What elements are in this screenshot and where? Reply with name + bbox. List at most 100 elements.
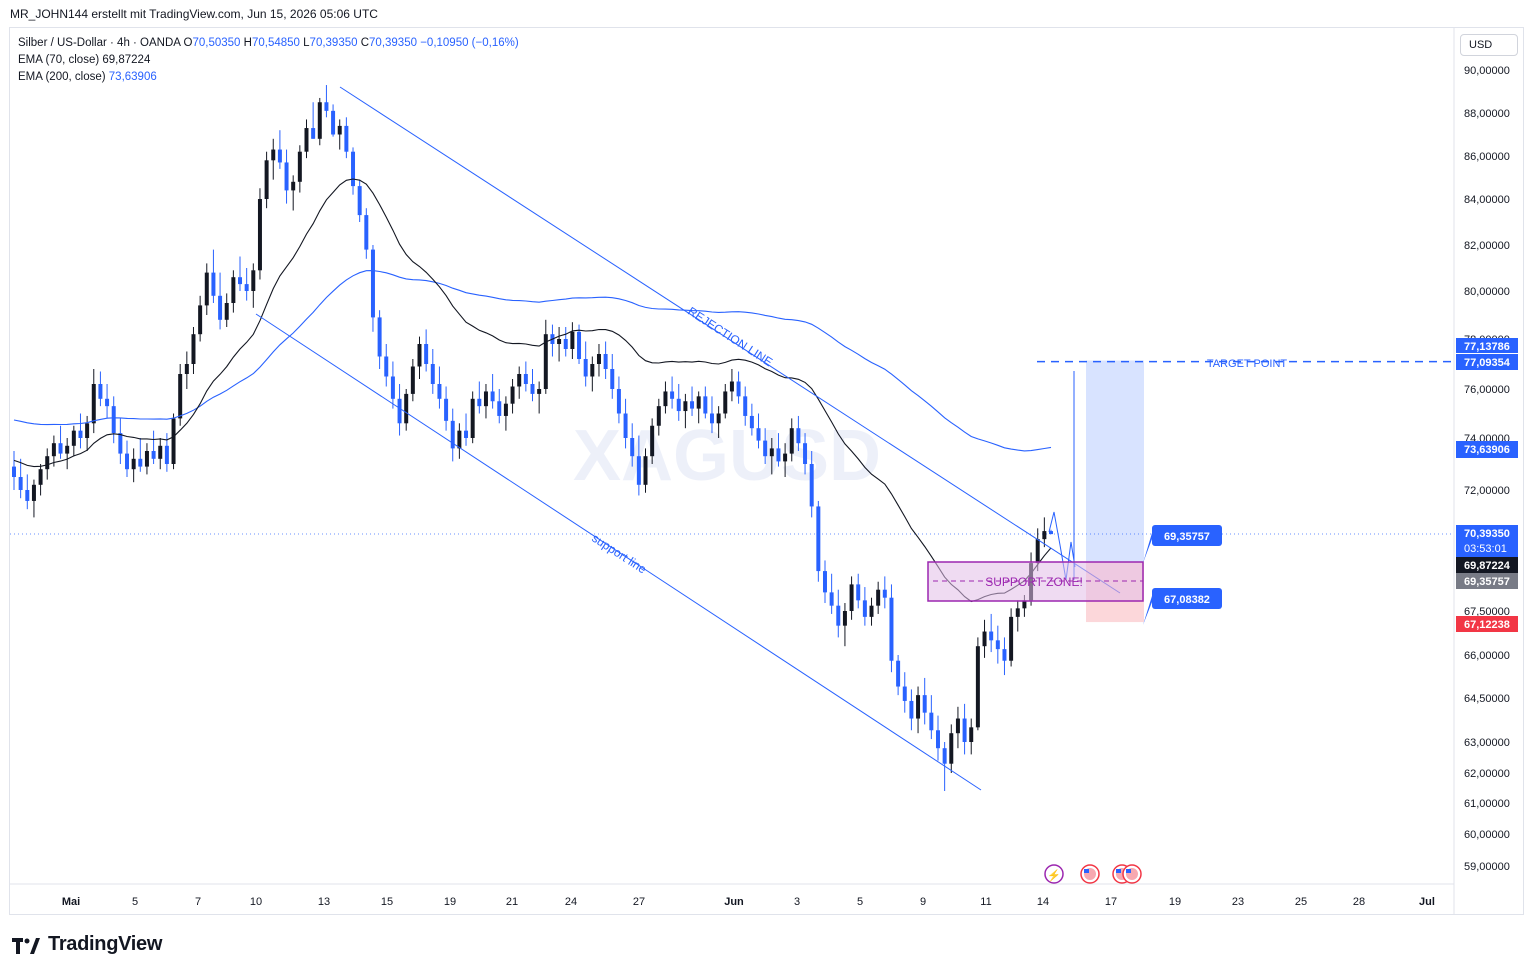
candle-body[interactable]	[703, 396, 708, 414]
rejection-trendline[interactable]	[339, 86, 1121, 594]
candle-body[interactable]	[610, 369, 615, 389]
candle-body[interactable]	[729, 381, 734, 392]
candle-body[interactable]	[311, 128, 316, 139]
candle-body[interactable]	[583, 359, 588, 377]
candle-body[interactable]	[690, 401, 695, 409]
candle-body[interactable]	[490, 391, 495, 402]
candle-body[interactable]	[198, 305, 203, 335]
candle-body[interactable]	[384, 356, 389, 377]
candle-body[interactable]	[191, 334, 196, 364]
candle-body[interactable]	[1015, 608, 1020, 617]
price-badge[interactable]	[1456, 525, 1518, 557]
legend-ema200-row[interactable]: EMA (200, close) 73,63906	[18, 69, 519, 86]
candle-body[interactable]	[929, 712, 934, 731]
candle-body[interactable]	[683, 401, 688, 412]
candle-body[interactable]	[630, 438, 635, 457]
candle-body[interactable]	[45, 456, 50, 470]
candle-body[interactable]	[1035, 539, 1040, 564]
candle-body[interactable]	[470, 398, 475, 438]
candle-body[interactable]	[656, 406, 661, 426]
candle-body[interactable]	[404, 393, 409, 424]
candle-body[interactable]	[58, 443, 63, 454]
candle-body[interactable]	[304, 128, 309, 152]
candle-body[interactable]	[337, 125, 342, 135]
candle-body[interactable]	[1022, 600, 1027, 609]
candle-body[interactable]	[218, 295, 223, 320]
candle-body[interactable]	[862, 600, 867, 617]
candle-body[interactable]	[749, 415, 754, 429]
candle-body[interactable]	[623, 413, 628, 439]
candle-body[interactable]	[257, 199, 262, 271]
candle-body[interactable]	[709, 413, 714, 424]
candle-body[interactable]	[105, 398, 110, 407]
candle-body[interactable]	[510, 386, 515, 404]
target-zone[interactable]	[1086, 360, 1144, 562]
candle-body[interactable]	[31, 484, 36, 501]
candle-body[interactable]	[982, 631, 987, 647]
candle-body[interactable]	[18, 477, 23, 490]
candle-body[interactable]	[91, 384, 96, 424]
candle-body[interactable]	[736, 381, 741, 397]
candle-body[interactable]	[882, 589, 887, 598]
candle-body[interactable]	[995, 640, 1000, 650]
candle-body[interactable]	[430, 364, 435, 384]
candle-body[interactable]	[876, 589, 881, 606]
candle-body[interactable]	[570, 331, 575, 349]
candle-body[interactable]	[603, 354, 608, 369]
tradingview-logo[interactable]: TradingView	[12, 933, 162, 956]
candle-body[interactable]	[324, 102, 329, 111]
candle-body[interactable]	[836, 605, 841, 626]
candle-body[interactable]	[244, 284, 249, 291]
candle-body[interactable]	[204, 272, 209, 306]
candle-body[interactable]	[696, 396, 701, 409]
candle-body[interactable]	[537, 389, 542, 394]
candle-body[interactable]	[297, 151, 302, 182]
legend-ema70-row[interactable]: EMA (70, close) 69,87224	[18, 52, 519, 69]
candle-body[interactable]	[211, 272, 216, 296]
candle-body[interactable]	[238, 277, 243, 285]
price-badge[interactable]	[1456, 338, 1518, 353]
candle-body[interactable]	[78, 430, 83, 438]
candle-body[interactable]	[158, 445, 163, 459]
candle-body[interactable]	[85, 423, 90, 438]
candle-body[interactable]	[351, 151, 356, 187]
candle-body[interactable]	[171, 418, 176, 464]
candle-body[interactable]	[144, 451, 149, 467]
candle-body[interactable]	[231, 277, 236, 303]
candle-body[interactable]	[271, 149, 276, 161]
candle-body[interactable]	[942, 748, 947, 764]
candle-body[interactable]	[1049, 531, 1053, 535]
candle-body[interactable]	[935, 730, 940, 749]
candle-body[interactable]	[344, 125, 349, 152]
candle-body[interactable]	[663, 391, 668, 407]
candle-body[interactable]	[364, 215, 369, 250]
candle-body[interactable]	[397, 398, 402, 424]
candle-body[interactable]	[138, 458, 143, 467]
candle-body[interactable]	[643, 456, 648, 485]
candle-body[interactable]	[869, 605, 874, 617]
candle-body[interactable]	[816, 506, 821, 572]
candle-body[interactable]	[291, 181, 296, 191]
candle-body[interactable]	[450, 420, 455, 449]
candle-body[interactable]	[676, 398, 681, 412]
candle-body[interactable]	[949, 733, 954, 764]
candle-body[interactable]	[12, 466, 16, 477]
candle-body[interactable]	[650, 425, 655, 457]
candle-body[interactable]	[457, 430, 462, 449]
candle-body[interactable]	[497, 401, 502, 416]
candle-body[interactable]	[65, 445, 70, 454]
candle-body[interactable]	[503, 403, 508, 416]
candle-body[interactable]	[842, 611, 847, 626]
candle-body[interactable]	[796, 428, 801, 444]
candle-body[interactable]	[377, 317, 382, 357]
currency-selector[interactable]: USD	[1460, 34, 1518, 56]
candle-body[interactable]	[98, 384, 103, 399]
candle-body[interactable]	[596, 354, 601, 364]
candle-body[interactable]	[896, 660, 901, 687]
candle-body[interactable]	[962, 718, 967, 742]
candle-body[interactable]	[989, 631, 994, 641]
candle-body[interactable]	[789, 428, 794, 454]
candle-body[interactable]	[151, 451, 156, 459]
candle-body[interactable]	[783, 453, 788, 462]
candle-body[interactable]	[955, 718, 960, 734]
